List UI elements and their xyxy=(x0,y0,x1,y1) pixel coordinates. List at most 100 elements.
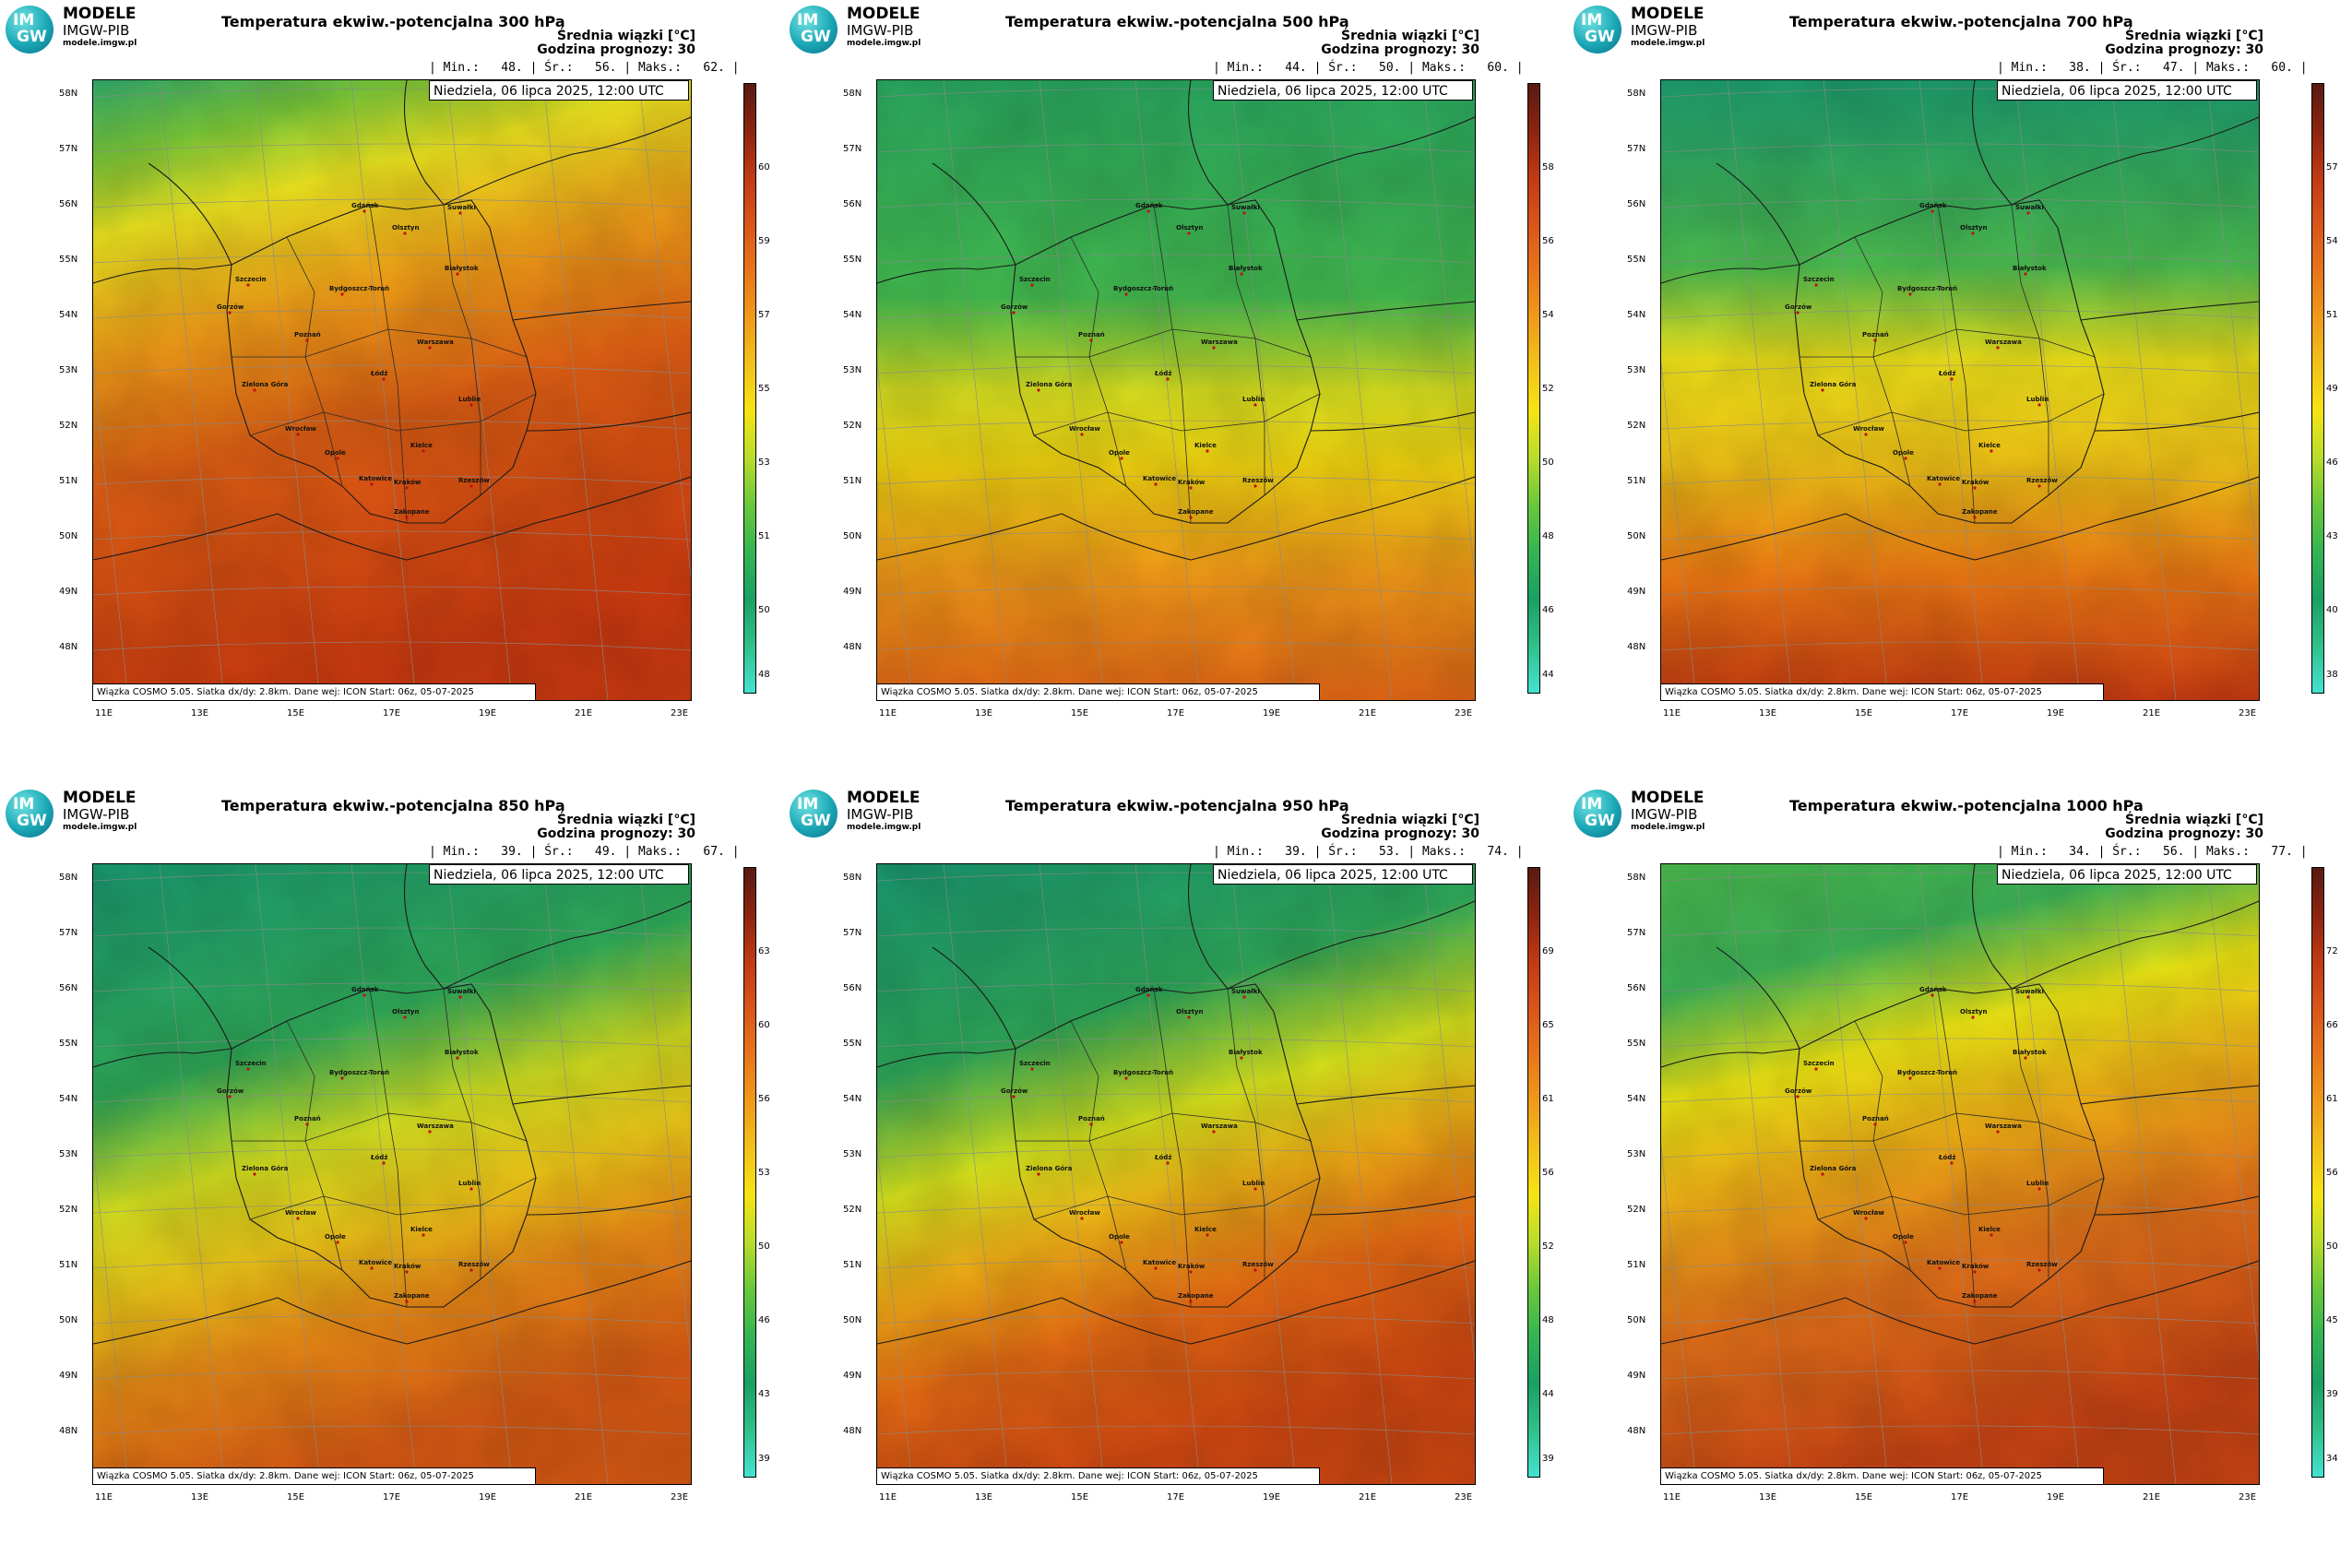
city-label: Wrocław xyxy=(285,1209,316,1217)
city-marker: Zakopane xyxy=(394,1292,430,1303)
lat-label: 51N xyxy=(1627,476,1646,486)
lon-label: 17E xyxy=(383,708,401,719)
imgw-logo[interactable]: IM GW MODELE IMGW-PIB modele.imgw.pl xyxy=(790,6,965,57)
city-marker: Warszawa xyxy=(1201,1123,1238,1134)
city-label: Szczecin xyxy=(235,276,267,283)
logo-text: MODELE IMGW-PIB modele.imgw.pl xyxy=(847,6,921,49)
map-area[interactable]: Gdańsk Olsztyn Suwałki Szczecin Bydgoszcz-To… xyxy=(876,863,1476,1485)
city-label: Kraków xyxy=(1962,479,1990,486)
city-marker: Suwałki xyxy=(447,204,476,215)
city-marker: Zielona Góra xyxy=(242,1165,289,1176)
colorbar-tick: 39 xyxy=(758,1454,770,1464)
imgw-logo[interactable]: IM GW MODELE IMGW-PIB modele.imgw.pl xyxy=(6,790,181,841)
lon-label: 11E xyxy=(1663,708,1681,719)
lon-label: 15E xyxy=(1071,1492,1089,1503)
lat-label: 50N xyxy=(843,1315,862,1325)
city-label: Warszawa xyxy=(1985,1123,2022,1130)
city-marker: Gdańsk xyxy=(1135,986,1163,997)
city-label: Gorzów xyxy=(1785,1087,1812,1095)
valid-date: Niedziela, 06 lipca 2025, 12:00 UTC xyxy=(429,80,689,101)
lat-label: 51N xyxy=(59,476,78,486)
city-label: Katowice xyxy=(1927,1259,1960,1266)
city-marker: Zielona Góra xyxy=(242,381,289,392)
lat-label: 52N xyxy=(843,1205,862,1215)
lon-label: 21E xyxy=(2143,708,2161,719)
model-footer: Wiązka COSMO 5.05. Siatka dx/dy: 2.8km. … xyxy=(1661,683,2104,700)
city-label: Zakopane xyxy=(1962,508,1998,516)
panel-title: Temperatura ekwiw.-potencjalna 1000 hPa xyxy=(1789,797,2144,814)
colorbar-tick: 54 xyxy=(1542,310,1554,320)
city-label: Zakopane xyxy=(394,1292,430,1300)
city-label: Kraków xyxy=(394,1263,422,1270)
city-marker: Olsztyn xyxy=(1176,1008,1204,1019)
info-block: Średnia wiązki [°C] Godzina prognozy: 30 xyxy=(2105,814,2263,841)
imgw-logo[interactable]: IM GW MODELE IMGW-PIB modele.imgw.pl xyxy=(6,6,181,57)
valid-date: Niedziela, 06 lipca 2025, 12:00 UTC xyxy=(1997,864,2257,885)
city-marker: Szczecin xyxy=(1803,1060,1835,1071)
city-label: Białystok xyxy=(445,265,479,272)
colorbar-tick: 34 xyxy=(2326,1454,2338,1464)
lat-label: 49N xyxy=(843,587,862,597)
city-label: Katowice xyxy=(359,475,392,482)
logo-text: MODELE IMGW-PIB modele.imgw.pl xyxy=(847,790,921,833)
lon-label: 11E xyxy=(95,1492,113,1503)
colorbar-tick: 69 xyxy=(1542,946,1554,956)
city-marker: Wrocław xyxy=(1069,1209,1100,1220)
lat-label: 49N xyxy=(843,1371,862,1381)
logo-line1: MODELE xyxy=(63,5,137,23)
logo-text: MODELE IMGW-PIB modele.imgw.pl xyxy=(63,790,137,833)
lon-label: 13E xyxy=(1759,1492,1777,1503)
city-marker: Rzeszów xyxy=(2026,1261,2058,1272)
city-marker: Szczecin xyxy=(235,276,267,287)
colorbar-tick: 40 xyxy=(2326,605,2338,615)
city-label: Katowice xyxy=(1927,475,1960,482)
map-area[interactable]: Gdańsk Olsztyn Suwałki Szczecin Bydgoszcz-To… xyxy=(876,79,1476,701)
city-label: Zakopane xyxy=(1962,1292,1998,1300)
lat-label: 52N xyxy=(1627,421,1646,431)
city-label: Kraków xyxy=(1962,1263,1990,1270)
city-label: Opole xyxy=(1893,1233,1914,1241)
logo-url: modele.imgw.pl xyxy=(847,39,921,48)
city-label: Bydgoszcz-Toruń xyxy=(329,285,389,292)
city-marker: Bydgoszcz-Toruń xyxy=(1897,285,1957,296)
city-marker: Poznań xyxy=(294,331,321,342)
city-label: Katowice xyxy=(1143,1259,1176,1266)
country-borders xyxy=(93,80,691,561)
city-label: Białystok xyxy=(1229,265,1263,272)
logo-line1: MODELE xyxy=(847,789,921,807)
imgw-logo[interactable]: IM GW MODELE IMGW-PIB modele.imgw.pl xyxy=(1574,6,1749,57)
lon-label: 13E xyxy=(191,1492,209,1503)
map-area[interactable]: Gdańsk Olsztyn Suwałki Szczecin Bydgoszcz-To… xyxy=(1660,79,2260,701)
city-label: Suwałki xyxy=(447,988,476,995)
lon-label: 21E xyxy=(2143,1492,2161,1503)
lat-label: 50N xyxy=(1627,1315,1646,1325)
city-label: Gorzów xyxy=(217,1087,244,1095)
colorbar-tick: 44 xyxy=(1542,670,1554,680)
city-label: Zielona Góra xyxy=(242,381,289,388)
lon-label: 11E xyxy=(1663,1492,1681,1503)
info-block: Średnia wiązki [°C] Godzina prognozy: 30 xyxy=(2105,30,2263,57)
imgw-logo-badge: IM GW xyxy=(1574,6,1621,53)
lon-label: 19E xyxy=(479,708,497,719)
city-label: Gdańsk xyxy=(1135,202,1163,209)
map-area[interactable]: Gdańsk Olsztyn Suwałki Szczecin Bydgoszcz-To… xyxy=(92,79,692,701)
city-label: Łódź xyxy=(370,370,387,377)
city-label: Opole xyxy=(1109,449,1130,457)
map-area[interactable]: Gdańsk Olsztyn Suwałki Szczecin Bydgoszcz-To… xyxy=(92,863,692,1485)
lon-label: 23E xyxy=(671,708,689,719)
imgw-logo[interactable]: IM GW MODELE IMGW-PIB modele.imgw.pl xyxy=(790,790,965,841)
imgw-logo[interactable]: IM GW MODELE IMGW-PIB modele.imgw.pl xyxy=(1574,790,1749,841)
city-label: Olsztyn xyxy=(1960,224,1988,232)
city-marker: Gdańsk xyxy=(1919,986,1947,997)
lat-label: 52N xyxy=(59,1205,78,1215)
colorbar-tick: 44 xyxy=(1542,1389,1554,1399)
city-label: Opole xyxy=(325,1233,346,1241)
map-area[interactable]: Gdańsk Olsztyn Suwałki Szczecin Bydgoszcz-To… xyxy=(1660,863,2260,1485)
colorbar xyxy=(2311,83,2324,694)
stats-line: | Min.: 39. | Śr.: 53. | Maks.: 74. | xyxy=(1213,845,1524,859)
city-marker: Kraków xyxy=(1178,479,1206,490)
colorbar-tick: 72 xyxy=(2326,946,2338,956)
city-marker: Suwałki xyxy=(1231,204,1260,215)
logo-url: modele.imgw.pl xyxy=(847,823,921,832)
colorbar xyxy=(2311,867,2324,1478)
